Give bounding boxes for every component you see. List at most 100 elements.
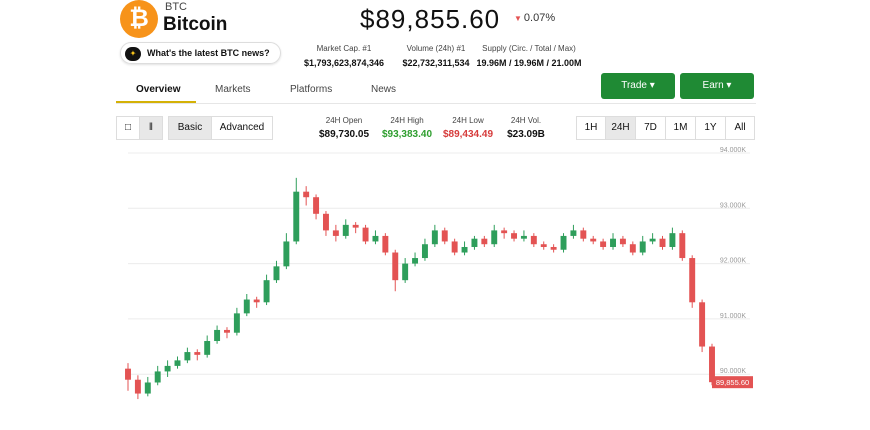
tab[interactable]: Platforms xyxy=(290,84,333,95)
y-tick-label: 92.000K xyxy=(720,258,746,265)
button-label: Trade xyxy=(621,80,647,91)
market-stat: Market Cap. #1 $1,793,623,874,346 xyxy=(296,44,392,68)
candle-body xyxy=(709,346,715,383)
candle-body xyxy=(253,299,260,303)
range-button[interactable]: 7D xyxy=(635,116,666,140)
candle-body xyxy=(610,238,616,247)
line-chart-toggle[interactable]: □ xyxy=(116,116,140,140)
last-price-tag xyxy=(712,376,753,389)
candle-body xyxy=(550,246,557,250)
mode-button[interactable]: Advanced xyxy=(211,116,273,140)
candle-body xyxy=(144,382,151,394)
candle-body xyxy=(441,230,448,242)
stat-label: Market Cap. #1 xyxy=(316,44,372,53)
range-button[interactable]: 1M xyxy=(665,116,696,140)
range-button[interactable]: 1H xyxy=(576,116,606,140)
candle-body xyxy=(600,241,607,247)
candle-body xyxy=(332,230,339,236)
stat-label: Supply (Circ. / Total / Max) xyxy=(482,44,576,53)
candle-body xyxy=(322,213,329,231)
candle-body xyxy=(273,266,280,281)
day-stat: 24H High $93,383.40 xyxy=(375,116,439,140)
tab[interactable]: News xyxy=(371,84,397,95)
candle-body xyxy=(619,238,626,245)
market-stat: Volume (24h) #1 $22,732,311,534 xyxy=(398,44,474,68)
candle-body xyxy=(224,329,230,333)
y-tick-label: 90.000K xyxy=(720,368,746,375)
range-button[interactable]: All xyxy=(725,116,755,140)
candle-body xyxy=(511,233,518,239)
stat-value: 19.96M / 19.96M / 21.00M xyxy=(476,58,582,68)
stat-label: 24H Open xyxy=(325,116,363,125)
tab[interactable]: Overview xyxy=(136,84,181,95)
candle-body xyxy=(293,191,300,242)
candle-body xyxy=(214,329,221,342)
range-button[interactable]: 1Y xyxy=(695,116,726,140)
y-tick-label: 94.000K xyxy=(720,147,746,154)
stat-label: 24H Low xyxy=(452,116,484,125)
day-stat: 24H Open $89,730.05 xyxy=(312,116,376,140)
candle-body xyxy=(233,313,240,333)
symbol: BTC xyxy=(165,1,187,13)
coin-logo: ₿ xyxy=(120,0,158,38)
candle-body xyxy=(431,230,438,245)
trade-button[interactable]: Trade ▾ xyxy=(601,73,675,99)
y-tick-label: 91.000K xyxy=(720,313,746,320)
candle-body xyxy=(194,352,201,355)
candle-body xyxy=(352,224,359,228)
candle-body xyxy=(184,352,191,361)
candle-body xyxy=(421,244,428,259)
candle-body xyxy=(491,230,498,245)
candle-chart-toggle[interactable]: ‖ xyxy=(139,116,163,140)
candle-body xyxy=(669,233,676,247)
candle-body xyxy=(402,263,409,281)
candle-body xyxy=(382,235,389,253)
stat-value: $23.09B xyxy=(507,129,545,140)
stat-label: 24H High xyxy=(390,116,424,125)
candle-body xyxy=(629,244,636,253)
candle-body xyxy=(530,235,537,245)
candle-body xyxy=(471,238,478,247)
candle-body xyxy=(560,235,567,250)
stat-value: $22,732,311,534 xyxy=(402,58,470,68)
candle-body xyxy=(699,302,706,347)
candle-body xyxy=(481,238,488,245)
candle-body xyxy=(451,241,458,253)
coin-name: Bitcoin xyxy=(163,14,228,35)
market-stat: Supply (Circ. / Total / Max) 19.96M / 19.… xyxy=(476,44,582,68)
stat-value: $89,730.05 xyxy=(318,129,370,140)
stat-value: $89,434.49 xyxy=(442,129,494,140)
candle-body xyxy=(501,230,508,234)
candle-body xyxy=(392,252,399,281)
stat-value: $1,793,623,874,346 xyxy=(303,58,385,68)
stat-value: $93,383.40 xyxy=(381,129,433,140)
stat-label: 24H Vol. xyxy=(510,116,542,125)
candle-body xyxy=(263,280,270,303)
candle-body xyxy=(580,230,587,239)
candle-body xyxy=(649,238,656,242)
news-button[interactable]: ✦ What's the latest BTC news? xyxy=(120,42,281,64)
tab[interactable]: Markets xyxy=(215,84,251,95)
candle-body xyxy=(154,371,161,383)
candle-body xyxy=(204,341,211,355)
candle-body xyxy=(362,227,369,242)
tab-underline xyxy=(116,101,196,103)
last-price-label: 89,855.60 xyxy=(716,378,749,387)
candle-body xyxy=(639,241,646,253)
candle-body xyxy=(303,191,310,198)
tab-divider xyxy=(116,103,756,104)
day-stat: 24H Vol. $23.09B xyxy=(496,116,556,140)
candle-body xyxy=(679,233,686,259)
candle-body xyxy=(372,235,379,242)
candle-body xyxy=(540,244,547,247)
candle-body xyxy=(134,379,141,394)
y-tick-label: 93.000K xyxy=(720,202,746,209)
day-stat: 24H Low $89,434.49 xyxy=(436,116,500,140)
change-value: 0.07% xyxy=(523,12,556,24)
price-change: ▼ 0.07% xyxy=(514,12,556,24)
candle-body xyxy=(570,230,577,236)
candle-body xyxy=(313,197,320,214)
earn-button[interactable]: Earn ▾ xyxy=(680,73,754,99)
candle-body xyxy=(283,241,290,267)
